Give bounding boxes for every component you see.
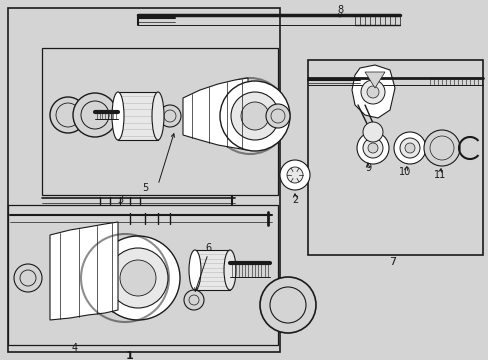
Circle shape: [269, 287, 305, 323]
Polygon shape: [351, 65, 394, 118]
Circle shape: [81, 101, 109, 129]
Circle shape: [360, 80, 384, 104]
Circle shape: [393, 132, 425, 164]
Ellipse shape: [152, 92, 163, 140]
Circle shape: [362, 138, 382, 158]
Polygon shape: [364, 72, 384, 88]
Polygon shape: [8, 8, 280, 352]
Polygon shape: [307, 60, 482, 255]
Circle shape: [189, 295, 199, 305]
Circle shape: [280, 160, 309, 190]
Text: 11: 11: [433, 170, 445, 180]
Circle shape: [50, 97, 86, 133]
Text: 4: 4: [72, 343, 78, 353]
Text: 3: 3: [117, 195, 123, 205]
Circle shape: [404, 143, 414, 153]
Circle shape: [159, 105, 181, 127]
Circle shape: [367, 143, 377, 153]
Text: 10: 10: [398, 167, 410, 177]
Circle shape: [14, 264, 42, 292]
Circle shape: [230, 92, 279, 140]
Polygon shape: [195, 250, 229, 290]
Text: 1: 1: [126, 351, 134, 360]
Circle shape: [356, 132, 388, 164]
Circle shape: [260, 277, 315, 333]
Text: 9: 9: [364, 163, 370, 173]
Circle shape: [163, 110, 176, 122]
Polygon shape: [183, 78, 247, 150]
Circle shape: [366, 86, 378, 98]
Circle shape: [429, 136, 453, 160]
Ellipse shape: [112, 92, 124, 140]
Circle shape: [20, 270, 36, 286]
Circle shape: [241, 102, 268, 130]
Circle shape: [286, 167, 303, 183]
Text: 7: 7: [388, 257, 396, 267]
Circle shape: [399, 138, 419, 158]
Ellipse shape: [189, 250, 201, 290]
Circle shape: [362, 122, 382, 142]
Circle shape: [270, 109, 285, 123]
Circle shape: [96, 236, 180, 320]
Circle shape: [183, 290, 203, 310]
Circle shape: [120, 260, 156, 296]
Text: 8: 8: [336, 5, 343, 15]
Circle shape: [265, 104, 289, 128]
Text: 2: 2: [291, 195, 298, 205]
Polygon shape: [8, 205, 278, 345]
Circle shape: [423, 130, 459, 166]
Polygon shape: [118, 92, 158, 140]
Circle shape: [73, 93, 117, 137]
Ellipse shape: [224, 250, 236, 290]
Polygon shape: [42, 48, 278, 195]
Text: 5: 5: [142, 183, 148, 193]
Polygon shape: [50, 222, 118, 320]
Circle shape: [56, 103, 80, 127]
Text: 6: 6: [204, 243, 211, 253]
Circle shape: [108, 248, 168, 308]
Circle shape: [220, 81, 289, 151]
